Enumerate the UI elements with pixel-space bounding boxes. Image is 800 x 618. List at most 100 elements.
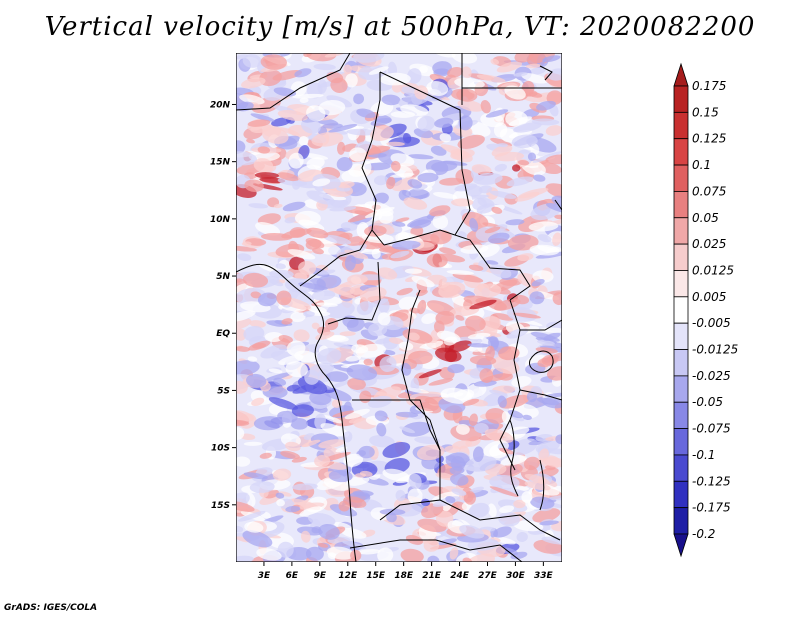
field-blob	[336, 156, 353, 172]
field-blob	[377, 547, 394, 562]
field-blob	[345, 73, 358, 88]
field-blob	[298, 282, 328, 290]
field-blob	[513, 122, 542, 133]
field-blob	[496, 61, 523, 73]
field-blob	[346, 128, 378, 136]
field-blob	[237, 510, 266, 522]
field-blob	[446, 270, 474, 275]
field-blob	[273, 203, 283, 209]
border-tanzania	[519, 389, 562, 401]
field-blob	[344, 254, 356, 271]
field-blob	[336, 141, 346, 155]
field-blob	[305, 238, 322, 250]
field-blob	[379, 356, 397, 372]
colorbar-swatch	[673, 191, 689, 219]
field-blob	[328, 470, 353, 483]
field-blob	[515, 191, 540, 202]
field-blob	[368, 322, 388, 337]
field-blob	[489, 389, 507, 397]
field-blob	[506, 176, 534, 187]
field-blob	[287, 249, 316, 260]
colorbar-swatch	[673, 375, 689, 403]
field-blob	[501, 411, 511, 425]
colorbar-bottom-arrow	[673, 533, 689, 558]
border-congo-drc	[401, 289, 441, 451]
lon-label: 27E	[478, 571, 498, 581]
colorbar: 0.175 0.15 0.125 0.1 0.075 0.05 0.025 0.0125 0.0…	[673, 62, 738, 558]
field-blob	[410, 225, 424, 237]
field-blob	[301, 118, 321, 134]
field-blob	[346, 364, 378, 381]
colorbar-label: -0.0125	[692, 343, 738, 357]
field-blob	[451, 198, 474, 207]
field-blob	[456, 423, 470, 435]
field-blob	[513, 72, 528, 77]
field-blob	[371, 204, 381, 210]
field-blob	[511, 134, 538, 149]
field-blob	[311, 322, 320, 330]
field-blob	[493, 536, 516, 545]
field-blob	[260, 54, 287, 70]
field-blob	[291, 456, 307, 463]
field-blob	[462, 557, 473, 562]
field-blob	[440, 387, 472, 404]
field-blob	[408, 188, 430, 199]
field-blob	[493, 298, 521, 311]
field-blob	[532, 151, 562, 163]
field-blob	[402, 132, 412, 144]
field-blob	[348, 163, 366, 177]
field-blob	[373, 192, 389, 205]
field-blob	[525, 63, 542, 69]
field-blob	[291, 483, 318, 491]
field-blob	[242, 530, 273, 548]
field-blob	[467, 332, 491, 340]
field-blob	[468, 264, 484, 271]
field-blob	[554, 214, 562, 220]
field-blob	[489, 474, 520, 490]
field-blob	[447, 363, 465, 374]
field-blob	[268, 368, 283, 374]
longitude-axis: 3E 6E 9E 12E 15E 18E 21E 24E 27E 30E 33E	[258, 562, 554, 581]
field-blob	[284, 216, 297, 224]
field-blob	[374, 410, 388, 422]
field-blob	[537, 357, 555, 368]
colorbar-swatch	[673, 480, 689, 509]
field-blob	[480, 100, 491, 114]
field-blob	[517, 160, 530, 166]
colorbar-label: -0.175	[692, 501, 731, 515]
field-blob	[292, 180, 301, 190]
colorbar-swatch	[673, 85, 689, 113]
field-blob	[539, 345, 562, 353]
field-blob	[250, 291, 262, 299]
field-blob	[529, 291, 545, 305]
field-blob	[417, 172, 439, 183]
border-uganda-kenya	[520, 319, 562, 331]
field-blob	[541, 536, 562, 545]
field-blob	[485, 260, 499, 265]
map-panel	[236, 53, 562, 562]
field-blob	[528, 221, 559, 232]
field-blob	[521, 73, 548, 84]
field-blob	[236, 54, 249, 60]
field-blob	[505, 219, 525, 226]
field-blob	[457, 99, 484, 112]
field-blob	[526, 391, 538, 403]
field-blob	[276, 290, 292, 306]
field-blob	[352, 490, 374, 497]
field-blob	[400, 104, 429, 116]
border-car-congo	[327, 261, 381, 325]
field-blob	[433, 192, 458, 199]
field-blob	[438, 538, 457, 546]
field-blob	[241, 77, 266, 89]
field-blob	[420, 498, 431, 507]
field-blob	[340, 221, 358, 231]
colorbar-label: 0.125	[692, 132, 726, 146]
field-blob	[320, 423, 350, 438]
field-blob	[306, 53, 337, 62]
lon-label: 3E	[258, 571, 271, 581]
field-blob	[512, 164, 521, 172]
field-blob	[517, 253, 534, 262]
field-blob	[406, 387, 429, 394]
field-blob	[529, 67, 546, 75]
